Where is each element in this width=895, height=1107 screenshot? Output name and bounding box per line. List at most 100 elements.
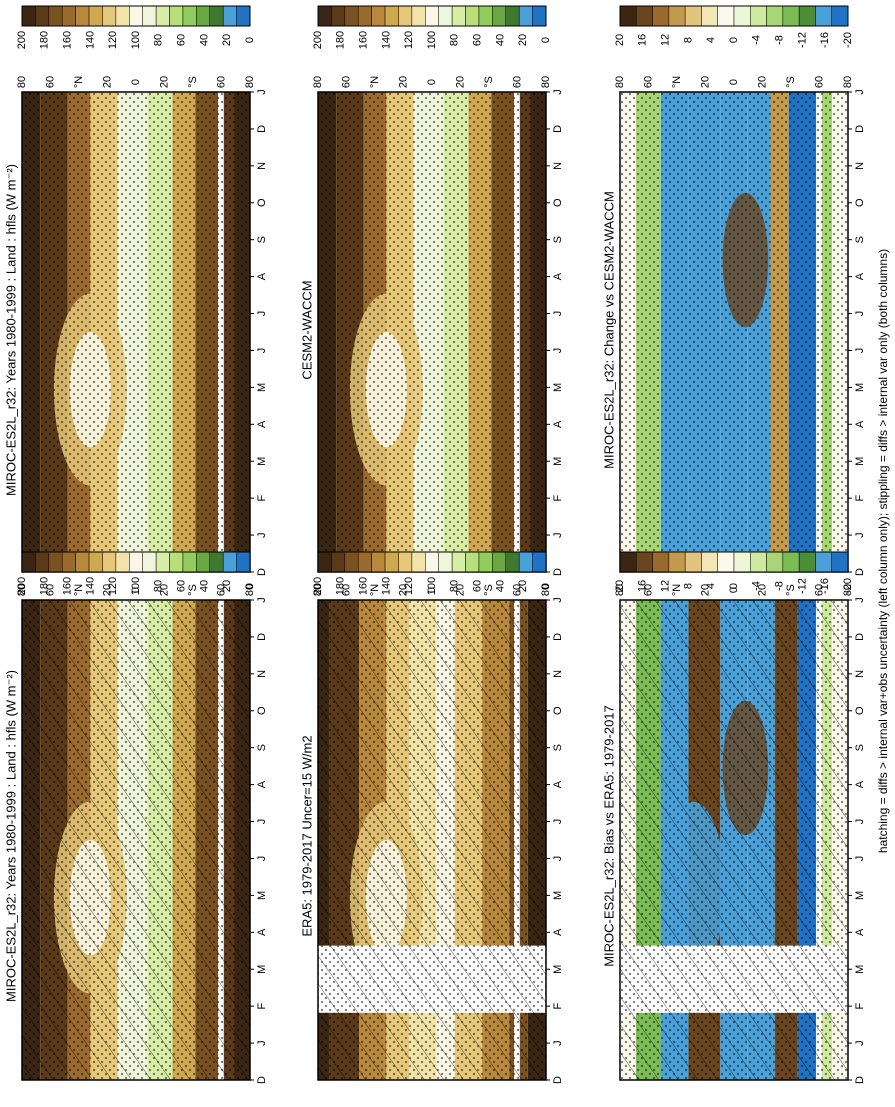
colorbar-label-mlb-10: 0	[244, 583, 256, 589]
colorbar-cell-ml-0	[21, 5, 36, 27]
month-label-cr-4: A	[552, 420, 564, 428]
colorbar-cell-ml-2	[48, 5, 63, 27]
lat-label-cr-7: 60	[511, 76, 523, 88]
panel-cr	[317, 91, 547, 573]
month-label-mr-4: A	[256, 420, 268, 428]
colorbar-label-cr-10: 0	[540, 37, 552, 43]
colorbar-cell-mlb-10	[155, 551, 170, 573]
colorbar-cell-cr-14	[505, 5, 520, 27]
lat-label-mr-2: °N	[73, 76, 85, 88]
month-label-bl-5: M	[854, 891, 866, 900]
month-label-mr-12: D	[256, 125, 268, 133]
lat-label-br-2: °N	[671, 76, 683, 88]
colorbar-cell-br-13	[831, 5, 849, 27]
panel-title-bl: MIROC-ES2L_r32: Bias vs ERA5: 1979-2017	[601, 705, 616, 967]
colorbar-cell-cr-0	[317, 5, 332, 27]
colorbar-cell-clb-2	[344, 551, 359, 573]
lat-label-ml-6: °S	[187, 584, 199, 596]
colorbar-cell-ml-13	[196, 5, 211, 27]
panel-title-mr: MIROC-ES2L_r32: Years 1980-1999 : Land :…	[3, 164, 18, 496]
month-label-ml-6: J	[256, 856, 268, 862]
panel-title-br: MIROC-ES2L_r32: Change vs CESM2-WACCM	[601, 191, 616, 469]
month-label-bl-4: A	[854, 928, 866, 936]
lat-label-cl-3: 20	[397, 584, 409, 596]
colorbar-cell-br-6	[717, 5, 735, 27]
frame-bl	[619, 599, 849, 1081]
colorbar-label-blb-2: 12	[660, 580, 672, 592]
lat-label-mr-0: 80	[16, 76, 28, 88]
colorbar-cell-mlb-9	[142, 551, 157, 573]
colorbar-cell-ml-3	[61, 5, 76, 27]
colorbar-label-clb-1: 180	[335, 577, 347, 595]
lat-label-mr-6: °S	[187, 76, 199, 88]
lat-label-ml-8: 80	[244, 584, 256, 596]
frame-ml	[21, 599, 251, 1081]
month-label-cl-4: A	[552, 928, 564, 936]
lat-label-cl-6: °S	[483, 584, 495, 596]
lat-label-mr-1: 60	[44, 76, 56, 88]
panel-title-ml: MIROC-ES2L_r32: Years 1980-1999 : Land :…	[3, 670, 18, 1002]
colorbar-label-ml-0: 200	[16, 31, 28, 49]
colorbar-cell-ml-7	[115, 5, 130, 27]
colorbar-cell-cr-8	[425, 5, 439, 27]
colorbar-label-ml-7: 60	[176, 34, 188, 46]
lat-label-cr-4: 0	[426, 79, 438, 85]
colorbar-cell-ml-9	[142, 5, 157, 27]
month-label-ml-4: A	[256, 928, 268, 936]
lat-label-mr-4: 0	[130, 79, 142, 85]
month-label-cl-9: S	[552, 744, 564, 751]
colorbar-cell-ml-11	[169, 5, 184, 27]
colorbar-label-cr-5: 100	[426, 31, 438, 49]
colorbar-cell-cr-1	[331, 5, 346, 27]
colorbar-label-mlb-1: 180	[39, 577, 51, 595]
colorbar-cell-cr-6	[398, 5, 413, 27]
month-label-bl-6: J	[854, 856, 866, 862]
colorbar-cell-clb-5	[384, 551, 399, 573]
colorbar-label-mlb-9: 20	[221, 580, 233, 592]
colorbar-cell-ml-12	[182, 5, 197, 27]
colorbar-cell-br-12	[815, 5, 832, 27]
month-label-mr-9: S	[256, 236, 268, 243]
colorbar-cell-blb-5	[701, 551, 718, 573]
colorbar-cell-clb-3	[357, 551, 372, 573]
colorbar-frame-ml	[21, 5, 251, 27]
colorbar-label-cr-8: 40	[494, 34, 506, 46]
colorbar-label-br-6: -4	[751, 35, 763, 45]
lat-label-bl-6: °S	[785, 584, 797, 596]
lat-label-bl-8: 80	[842, 584, 854, 596]
month-label-br-8: A	[854, 272, 866, 280]
month-label-br-13: J	[854, 89, 866, 95]
lat-label-cr-8: 80	[540, 76, 552, 88]
lat-label-br-6: °S	[785, 76, 797, 88]
colorbar-label-ml-5: 100	[130, 31, 142, 49]
colorbar-cell-mlb-2	[48, 551, 63, 573]
colorbar-cell-cr-3	[357, 5, 372, 27]
colorbar-cell-mlb-8	[129, 551, 143, 573]
month-label-br-3: M	[854, 457, 866, 466]
colorbar-cell-clb-13	[492, 551, 507, 573]
colorbar-label-mlb-8: 40	[198, 580, 210, 592]
colorbar-label-mlb-2: 160	[62, 577, 74, 595]
colorbar-cell-blb-8	[750, 551, 767, 573]
month-label-cl-3: M	[552, 965, 564, 974]
lat-label-bl-5: 20	[756, 584, 768, 596]
month-label-br-9: S	[854, 236, 866, 243]
colorbar-cell-br-5	[701, 5, 718, 27]
colorbar-cell-ml-4	[75, 5, 90, 27]
colorbar-label-cr-3: 140	[380, 31, 392, 49]
colorbar-cell-blb-9	[766, 551, 784, 573]
month-label-ml-0: D	[256, 1076, 268, 1084]
panel-br	[619, 91, 849, 573]
lat-label-ml-1: 60	[44, 584, 56, 596]
month-label-mr-8: A	[256, 272, 268, 280]
lat-label-ml-7: 60	[215, 584, 227, 596]
lat-label-bl-0: 80	[614, 584, 626, 596]
lat-label-bl-1: 60	[642, 584, 654, 596]
month-label-bl-1: J	[854, 1040, 866, 1046]
month-label-cl-12: D	[552, 633, 564, 641]
colorbar-cr	[317, 5, 547, 27]
lat-label-bl-7: 60	[813, 584, 825, 596]
colorbar-label-mlb-6: 80	[153, 580, 165, 592]
